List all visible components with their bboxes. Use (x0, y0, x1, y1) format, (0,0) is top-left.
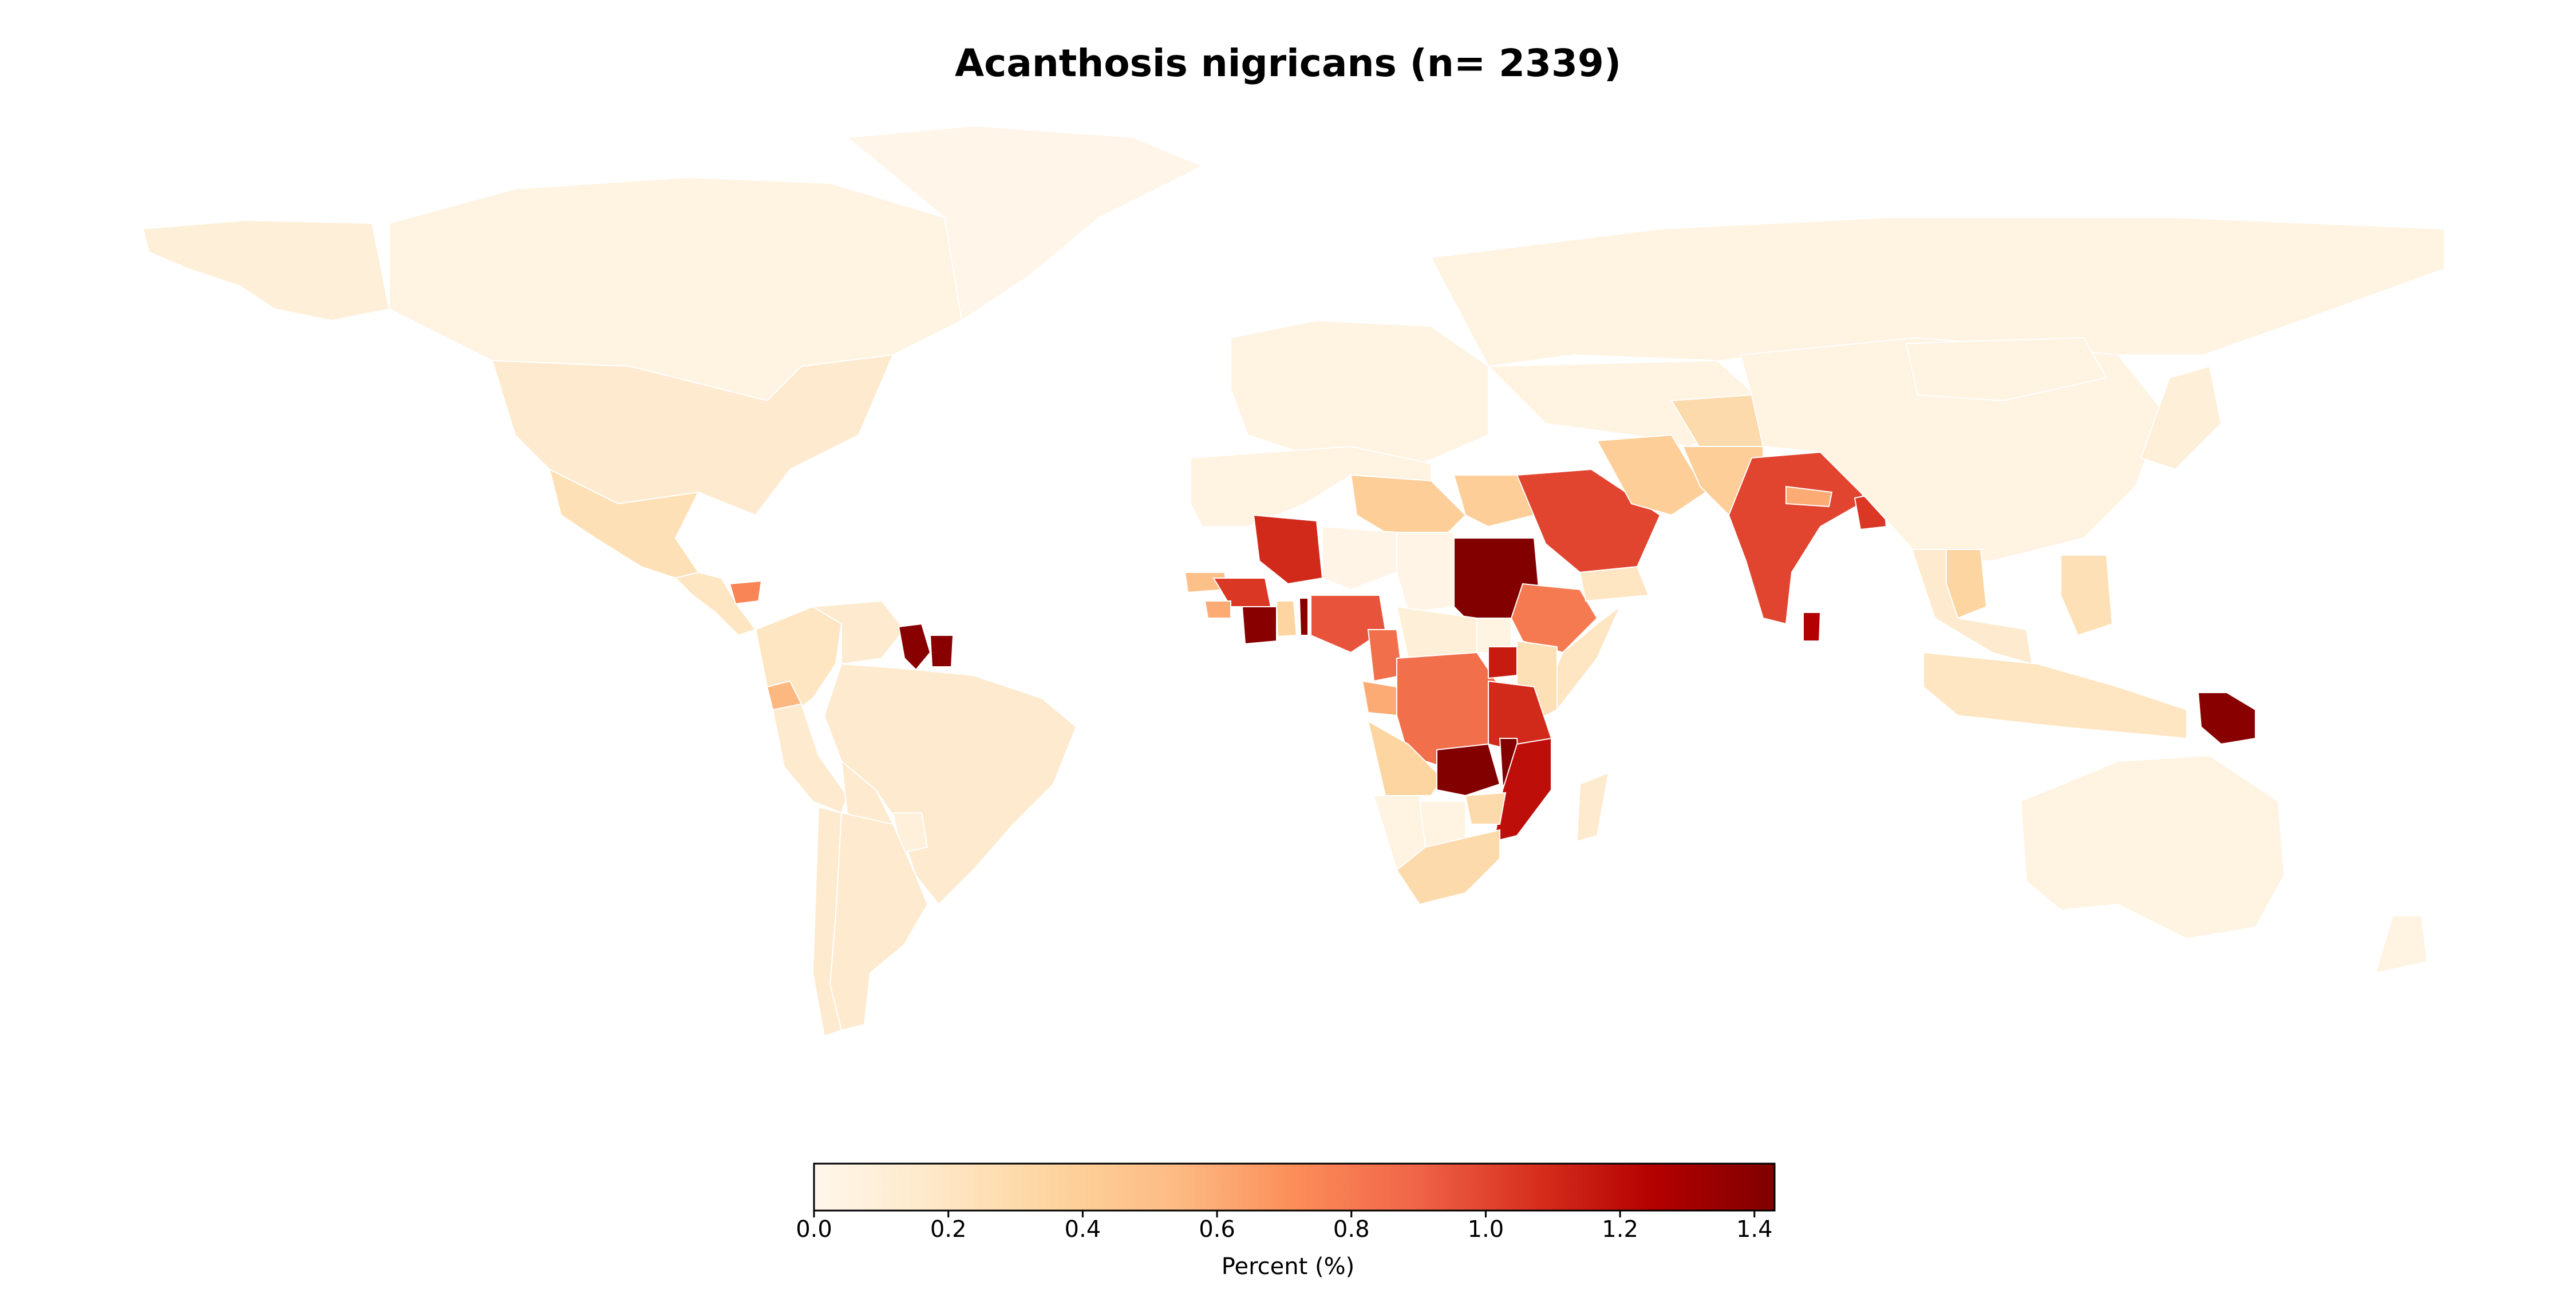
region-sri-lanka: Sri Lanka: 1.25 (1803, 612, 1822, 642)
region-egypt: Egypt: 0.4 (1453, 474, 1535, 528)
region-europe: Europe: 0.05 (1230, 319, 1489, 470)
colorbar-tick-label: 0.6 (1199, 1216, 1235, 1243)
region-central-america: Central America: 0.2 (674, 571, 757, 636)
region-sierra-leone: Sierra Leone: 0.6 (1204, 600, 1231, 619)
region-niger: Niger: 0.03 (1322, 525, 1397, 591)
region-c-te-d-ivoire: Côte d'Ivoire: 1.4 (1241, 606, 1277, 645)
region-uganda: Uganda: 1.15 (1488, 646, 1518, 679)
region-south-africa: South Africa: 0.3 (1396, 829, 1500, 905)
region-papua-new-guinea: Papua New Guinea: 1.4 (2197, 692, 2256, 745)
colorbar-tick-label: 0.4 (1064, 1216, 1101, 1243)
colorbar-label: Percent (%) (1221, 1253, 1355, 1280)
region-japan: Japan: 0.1 (2140, 365, 2222, 470)
region-russia: Russia: 0.05 (1430, 217, 2445, 367)
region-ghana: Ghana: 0.35 (1275, 600, 1298, 638)
colorbar-tick-label: 1.4 (1736, 1216, 1773, 1243)
region-honduras: Honduras: 0.75 (729, 580, 762, 605)
region-australia: Australia: 0.05 (2020, 754, 2285, 940)
map-title: Acanthosis nigricans (n= 2339) (955, 41, 1621, 85)
region-nigeria: Nigeria: 0.95 (1310, 595, 1386, 654)
region-indonesia: Indonesia: 0.2 (1923, 651, 2187, 739)
colorbar-tick-label: 0.2 (930, 1216, 967, 1243)
region-north-africa: North Africa: 0.05 (1190, 445, 1432, 527)
region-mongolia: Mongolia: 0.05 (1905, 337, 2108, 402)
region-suriname: Suriname: 1.4 (929, 635, 954, 667)
region-argentina: Argentina: 0.15 (829, 812, 929, 1031)
region-libya: Libya: 0.4 (1350, 474, 1467, 539)
colorbar-tick-label: 0.0 (796, 1216, 832, 1243)
region-peru: Peru: 0.15 (772, 703, 848, 814)
colorbar-tick-label: 1.2 (1602, 1216, 1638, 1243)
region-togo: Togo: 1.4 (1298, 598, 1309, 636)
regions-layer: Alaska: 0.1Canada: 0.05Greenland: 0.02Un… (142, 125, 2445, 1037)
region-southeast-asia: Southeast Asia: 0.15 (1911, 549, 2033, 665)
region-china: China: 0.05 (1739, 337, 2165, 561)
region-mali: Mali: 1.1 (1253, 514, 1323, 585)
region-gabon: Gabon: 0.6 (1361, 680, 1397, 717)
region-iran: Iran: 0.4 (1596, 434, 1707, 516)
region-greenland: Greenland: 0.02 (846, 125, 1204, 322)
region-zambia: Zambia: 1.42 (1436, 743, 1501, 797)
region-yemen: Yemen: 0.2 (1579, 566, 1650, 602)
region-mozambique: Mozambique: 1.2 (1493, 737, 1552, 843)
region-venezuela: Venezuela: 0.15 (811, 600, 906, 665)
region-guyana: Guyana: 1.4 (898, 623, 931, 671)
region-zimbabwe: Zimbabwe: 0.3 (1464, 792, 1507, 825)
colorbar-ticks (813, 1211, 1756, 1217)
region-nepal: Nepal: 0.6 (1785, 485, 1833, 508)
colorbar-tick-label: 1.0 (1467, 1216, 1504, 1243)
colorbar-tick-label: 0.8 (1333, 1216, 1370, 1243)
region-madagascar: Madagascar: 0.15 (1576, 772, 1610, 843)
region-alaska: Alaska: 0.1 (142, 219, 390, 322)
region-philippines: Philippines: 0.25 (2060, 555, 2113, 636)
region-chad: Chad: 0.03 (1396, 532, 1455, 614)
region-new-zealand: New Zealand: 0.05 (2374, 915, 2428, 974)
colorbar (813, 1162, 1776, 1212)
